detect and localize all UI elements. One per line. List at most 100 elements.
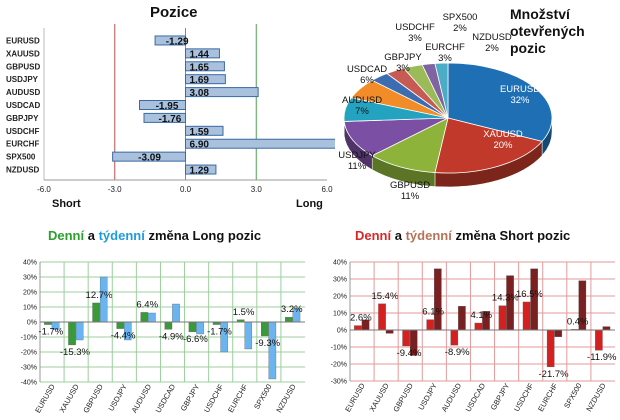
x-tick-label: 0.0 (180, 185, 192, 194)
category-label-audusd: AUDUSD (6, 88, 40, 97)
bar-usdchf (185, 125, 224, 136)
category-label-eurchf: EURCHF (536, 381, 560, 413)
y-tick-label: -10% (331, 345, 347, 352)
bar-eurusd (154, 35, 186, 46)
category-label-gbpjpy: GBPJPY (6, 114, 39, 123)
category-label-nzdusd: NZDUSD (274, 382, 298, 414)
category-label-gbpusd: GBPUSD (391, 381, 415, 413)
y-tick-label: 10% (23, 305, 37, 312)
pie-title-line-3: pozic (510, 40, 546, 56)
y-tick-label: -20% (331, 362, 347, 369)
pie-percent-eurusd: 32% (510, 95, 530, 106)
pie-percent-xauusd: 20% (493, 140, 513, 151)
category-label-eurusd: EURUSD (343, 381, 367, 413)
category-label-gbpjpy: GBPJPY (179, 383, 202, 413)
long-title-part-daily: Denní (48, 228, 85, 243)
pie-label-spx500: SPX500 (443, 12, 478, 23)
pie-label-nzdusd: NZDUSD (472, 32, 512, 43)
open-positions-pie: Množství otevřených pozic EURUSD 32% XAUUS… (335, 0, 620, 215)
data-label-usdjpy: -4.4% (111, 331, 136, 342)
y-tick-label: -10% (21, 335, 37, 342)
category-label-nzdusd: NZDUSD (584, 381, 608, 413)
bar-daily-gbpjpy (498, 305, 507, 331)
data-label-eurusd: -1.7% (38, 327, 63, 338)
x-tick-label: 3.0 (251, 185, 263, 194)
value-label-nzdusd: 1.29 (190, 166, 210, 177)
bar-daily-usdjpy (426, 319, 434, 331)
category-label-xauusd: XAUUSD (6, 49, 40, 58)
bar-daily-gbpusd (92, 302, 100, 323)
pie-label-xauusd: XAUUSD (483, 129, 523, 140)
category-label-usdchf: USDCHF (6, 127, 39, 136)
category-label-usdjpy: USDJPY (416, 382, 439, 412)
data-label-gbpjpy: -6.6% (183, 334, 208, 345)
bar-gbpusd (185, 61, 225, 72)
bar-weekly-eurchf (244, 321, 253, 350)
bar-gbpjpy (143, 112, 186, 123)
data-label-eurchf: 1.5% (233, 307, 255, 318)
data-label-eurchf: -21.7% (539, 369, 570, 380)
y-tick-label: 30% (23, 275, 37, 282)
data-label-nzdusd: 3.2% (281, 304, 303, 315)
pie-percent-usdcad: 6% (360, 75, 374, 86)
bar-daily-xauusd (378, 303, 386, 331)
pie-slice-gbpusd (371, 117, 449, 173)
category-label-eurusd: EURUSD (33, 382, 57, 414)
data-label-usdchf: 16.5% (516, 289, 543, 300)
bar-audusd (185, 87, 259, 98)
category-label-spx500: SPX500 (562, 382, 584, 410)
short-change-chart: Denní a týdenní změna Short pozic -30% -2… (310, 222, 620, 420)
bar-daily-nzdusd (595, 329, 603, 351)
pie-title-line-1: Množství (510, 6, 570, 22)
bar-daily-usdjpy (116, 321, 124, 329)
y-tick-label: 20% (333, 294, 347, 301)
category-label-xauusd: XAUUSD (367, 381, 391, 413)
long-change-svg: -40% -30% -20% -10% 0% 10% 20% 30% 40% EURUSD -1.7… (21, 260, 305, 414)
pie-percent-usdchf: 3% (408, 33, 422, 44)
category-label-usdjpy: USDJPY (106, 383, 129, 413)
category-label-usdcad: USDCAD (154, 382, 178, 414)
data-label-gbpusd: -9.4% (397, 348, 422, 359)
y-tick-label: 10% (333, 311, 347, 318)
pie-svg: EURUSD32%XAUUSD20%GBPUSD11%USDJPY11%AUDU… (338, 12, 553, 202)
pie-title-line-2: otevřených (510, 23, 585, 39)
category-label-usdchf: USDCHF (512, 381, 536, 413)
category-label-spx500: SPX500 (6, 153, 36, 162)
pie-label-usdcad: USDCAD (347, 64, 387, 75)
category-label-xauusd: XAUUSD (57, 382, 81, 414)
pie-label-audusd: AUDUSD (342, 95, 382, 106)
bar-daily-audusd (140, 312, 149, 323)
pie-percent-gbpjpy: 3% (396, 63, 410, 74)
pie-percent-eurchf: 3% (438, 53, 452, 64)
short-title-part-and: a (391, 228, 406, 243)
y-tick-label: 0% (27, 320, 37, 327)
bar-daily-spx500 (261, 321, 269, 337)
value-label-spx500: -3.09 (138, 153, 161, 164)
y-tick-label: -30% (21, 365, 37, 372)
pie-slice-nzdusd (434, 62, 449, 119)
y-tick-label: 30% (333, 277, 347, 284)
bar-weekly-audusd (148, 312, 156, 323)
category-label-audusd: AUDUSD (130, 382, 154, 414)
value-label-audusd: 3.08 (190, 88, 210, 99)
bar-weekly-usdcad (172, 303, 180, 323)
bar-weekly-xauusd (75, 321, 84, 341)
pie-percent-spx500: 2% (453, 23, 467, 34)
bar-daily-usdcad (164, 321, 173, 330)
long-change-title: Denní a týdenní změna Long pozic (48, 228, 261, 243)
bar-weekly-usdjpy (434, 268, 442, 331)
data-label-usdcad: 4.1% (470, 310, 492, 321)
y-tick-label: -30% (331, 379, 347, 386)
pie-label-gbpusd: GBPUSD (390, 180, 430, 191)
value-label-xauusd: 1.44 (190, 49, 210, 60)
pie-label-eurusd: EURUSD (500, 84, 540, 95)
pie-slice-usdjpy (343, 117, 449, 157)
y-tick-label: -40% (21, 380, 37, 387)
category-label-eurchf: EURCHF (226, 382, 250, 414)
bar-daily-eurchf (546, 329, 555, 368)
category-label-gbpusd: GBPUSD (6, 62, 40, 71)
positions-chart: Pozice -6.0 -3.0 0.0 3.0 6.0 EURUSD -1.29 XAUUS… (0, 0, 335, 215)
bar-usdcad (139, 100, 186, 110)
short-title-part-rest: změna Short pozic (451, 228, 571, 243)
category-label-gbpusd: GBPUSD (81, 382, 105, 414)
